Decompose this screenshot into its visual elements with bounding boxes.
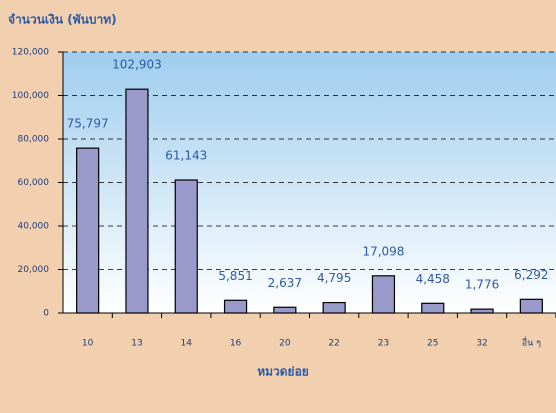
x-tick-label: 25 xyxy=(427,339,438,349)
bar xyxy=(76,147,100,314)
y-tick-label: 20,000 xyxy=(18,265,50,275)
value-label: 4,795 xyxy=(317,271,351,285)
bar xyxy=(223,299,248,314)
y-tick-label: 100,000 xyxy=(12,91,49,101)
value-label: 1,776 xyxy=(465,278,499,292)
x-tick-label: 16 xyxy=(230,339,242,349)
value-label: 61,143 xyxy=(165,149,207,163)
y-tick-label: 120,000 xyxy=(12,48,49,58)
bar xyxy=(273,306,297,314)
x-tick-label: 32 xyxy=(476,339,487,349)
y-tick-label: 80,000 xyxy=(18,135,50,145)
x-axis-label: หมวดย่อย xyxy=(257,365,309,379)
x-tick-label: 14 xyxy=(181,339,193,349)
bar xyxy=(125,88,149,314)
y-axis-label: จำนวนเงิน (พันบาท) xyxy=(8,13,117,27)
value-label: 6,292 xyxy=(514,268,548,282)
value-label: 4,458 xyxy=(416,272,450,286)
y-tick-label: 40,000 xyxy=(18,222,50,232)
bar xyxy=(519,298,543,314)
y-tick-label: 0 xyxy=(43,309,49,319)
x-tick-label: 10 xyxy=(82,339,94,349)
x-tick-label: อื่น ๆ xyxy=(522,336,541,349)
x-tick-label: 23 xyxy=(378,339,389,349)
value-label: 5,851 xyxy=(218,269,252,283)
value-label: 102,903 xyxy=(112,58,162,72)
bar xyxy=(322,301,346,314)
x-tick-label: 20 xyxy=(279,339,291,349)
y-tick-label: 60,000 xyxy=(18,178,50,188)
bar xyxy=(470,308,494,314)
value-label: 2,637 xyxy=(268,276,302,290)
value-label: 75,797 xyxy=(67,117,109,131)
bar xyxy=(421,302,445,314)
value-label: 17,098 xyxy=(362,244,404,258)
x-tick-label: 22 xyxy=(328,339,339,349)
x-tick-label: 13 xyxy=(131,339,142,349)
bar xyxy=(371,275,396,314)
bar xyxy=(174,179,198,314)
